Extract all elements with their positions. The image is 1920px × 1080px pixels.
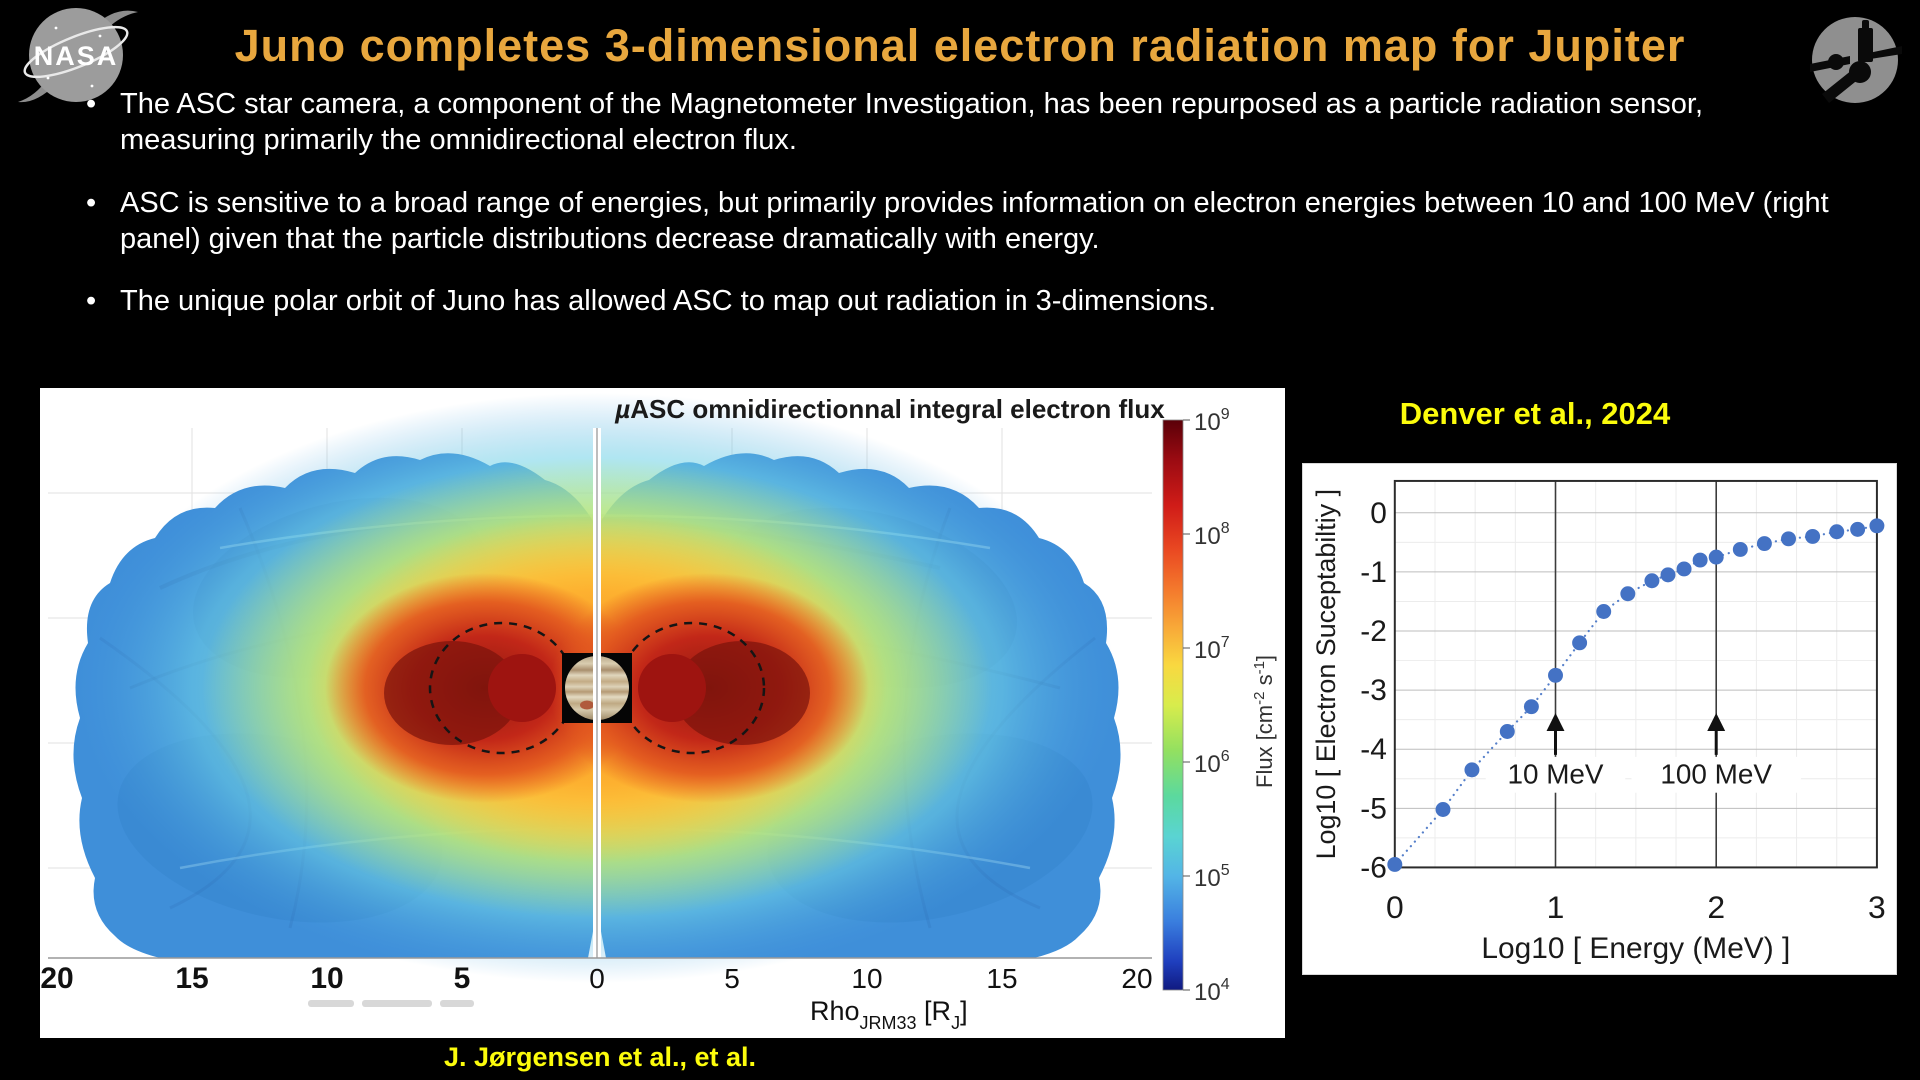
bullet-item-3: • The unique polar orbit of Juno has all… bbox=[62, 283, 1832, 319]
bullet-text-1: The ASC star camera, a component of the … bbox=[120, 88, 1704, 157]
flux-map-svg: µASC omnidirectionnal integral electron … bbox=[40, 393, 1277, 1033]
annotation-arrow-head bbox=[1707, 713, 1726, 731]
nasa-stars bbox=[46, 26, 102, 88]
flux-colorbar bbox=[1162, 419, 1184, 991]
chart-y-axis-label: Log10 [ Electron Suceptabiltiy ] bbox=[1311, 489, 1341, 860]
chart-y-tick: 0 bbox=[1370, 497, 1387, 530]
annotation-label-bg bbox=[1485, 756, 1626, 793]
slide-title: Juno completes 3-dimensional electron ra… bbox=[234, 20, 1686, 71]
series-markers bbox=[1387, 518, 1885, 872]
juno-spacecraft-icon bbox=[1810, 17, 1902, 103]
flux-colorbar-tick: 105 bbox=[1194, 862, 1230, 892]
chart-x-tick: 0 bbox=[1386, 889, 1404, 925]
flux-colorbar-ticks bbox=[1183, 419, 1190, 991]
flux-colorbar-tick: 109 bbox=[1194, 406, 1230, 436]
annotation-label: 10 MeV bbox=[1507, 759, 1603, 790]
annotation-label-bg bbox=[1631, 756, 1801, 793]
nasa-orbit bbox=[23, 25, 129, 79]
bullet-glyph: • bbox=[86, 285, 97, 317]
bullet-list: • The ASC star camera, a component of th… bbox=[62, 86, 1832, 345]
flux-map-figure: µASC omnidirectionnal integral electron … bbox=[40, 388, 1285, 1038]
chart-minor-grid bbox=[1394, 480, 1877, 868]
flux-colorbar-tick: 104 bbox=[1194, 976, 1230, 1006]
flux-colorbar-tick: 108 bbox=[1194, 520, 1230, 550]
nasa-logo: NASA bbox=[18, 8, 138, 103]
juno-silhouette bbox=[1810, 20, 1902, 103]
annotation-label: 100 MeV bbox=[1660, 759, 1772, 790]
flux-x-tick: 15 bbox=[175, 962, 208, 995]
chart-y-tick: -5 bbox=[1360, 792, 1387, 825]
chart-x-tick: 2 bbox=[1707, 889, 1725, 925]
bullet-text-3: The unique polar orbit of Juno has allow… bbox=[120, 285, 1217, 317]
flux-red-circle-right bbox=[638, 654, 706, 722]
flux-x-tick: 0 bbox=[589, 963, 605, 994]
juno-disc bbox=[1812, 17, 1898, 103]
flux-x-axis-label: RhoJRM33 [RJ] bbox=[810, 996, 968, 1033]
figure-citation-right: Denver et al., 2024 bbox=[1399, 396, 1671, 431]
chart-y-tick: -2 bbox=[1360, 615, 1387, 648]
bullet-glyph: • bbox=[86, 186, 97, 219]
susceptibility-chart-svg: 10 MeV 100 MeV 0 -1 -2 -3 -4 -5 -6 0 1 2 3 Log10 [ En… bbox=[1303, 464, 1896, 974]
chart-x-tick: 1 bbox=[1547, 889, 1565, 925]
chart-y-tick: -4 bbox=[1360, 733, 1387, 766]
flux-x-tick: 20 bbox=[1121, 963, 1152, 994]
bullet-item-1: • The ASC star camera, a component of th… bbox=[62, 86, 1832, 159]
flux-x-tick: 10 bbox=[310, 962, 343, 995]
bullet-glyph: • bbox=[86, 88, 97, 120]
figure-caption-left: J. Jørgensen et al., et al. bbox=[443, 1042, 757, 1072]
chart-x-tick: 3 bbox=[1868, 889, 1886, 925]
flux-x-tick: 10 bbox=[851, 963, 882, 994]
flux-colorbar-tick: 107 bbox=[1194, 634, 1230, 664]
flux-x-tick: 15 bbox=[986, 963, 1017, 994]
chart-y-tick: -6 bbox=[1360, 851, 1387, 884]
flux-x-tick: 5 bbox=[724, 963, 740, 994]
annotation-arrow-head bbox=[1546, 713, 1565, 731]
flux-text-layer: µASC omnidirectionnal integral electron … bbox=[40, 394, 1277, 1033]
susceptibility-chart-figure: 10 MeV 100 MeV 0 -1 -2 -3 -4 -5 -6 0 1 2 3 Log10 [ En… bbox=[1302, 463, 1897, 975]
flux-x-tick: 20 bbox=[40, 962, 73, 995]
bullet-item-2: • ASC is sensitive to a broad range of e… bbox=[62, 185, 1832, 258]
flux-map-title: µASC omnidirectionnal integral electron … bbox=[614, 394, 1165, 424]
flux-x-tick: 5 bbox=[454, 962, 471, 995]
flux-colorbar-tick: 106 bbox=[1194, 748, 1230, 778]
chart-y-tick: -1 bbox=[1360, 556, 1387, 589]
nasa-wordmark: NASA bbox=[34, 41, 119, 71]
chart-plot-border bbox=[1393, 479, 1878, 869]
flux-red-circle-left bbox=[488, 654, 556, 722]
chart-major-grid bbox=[1394, 512, 1877, 809]
flux-watermark bbox=[308, 1000, 474, 1007]
nasa-disc bbox=[29, 8, 123, 102]
chart-x-axis-label: Log10 [ Energy (MeV) ] bbox=[1481, 932, 1790, 965]
flux-colorbar-axis-label: Flux [cm-2 s-1] bbox=[1251, 655, 1277, 788]
bullet-text-2: ASC is sensitive to a broad range of ene… bbox=[120, 186, 1829, 255]
chart-y-tick: -3 bbox=[1360, 674, 1387, 707]
